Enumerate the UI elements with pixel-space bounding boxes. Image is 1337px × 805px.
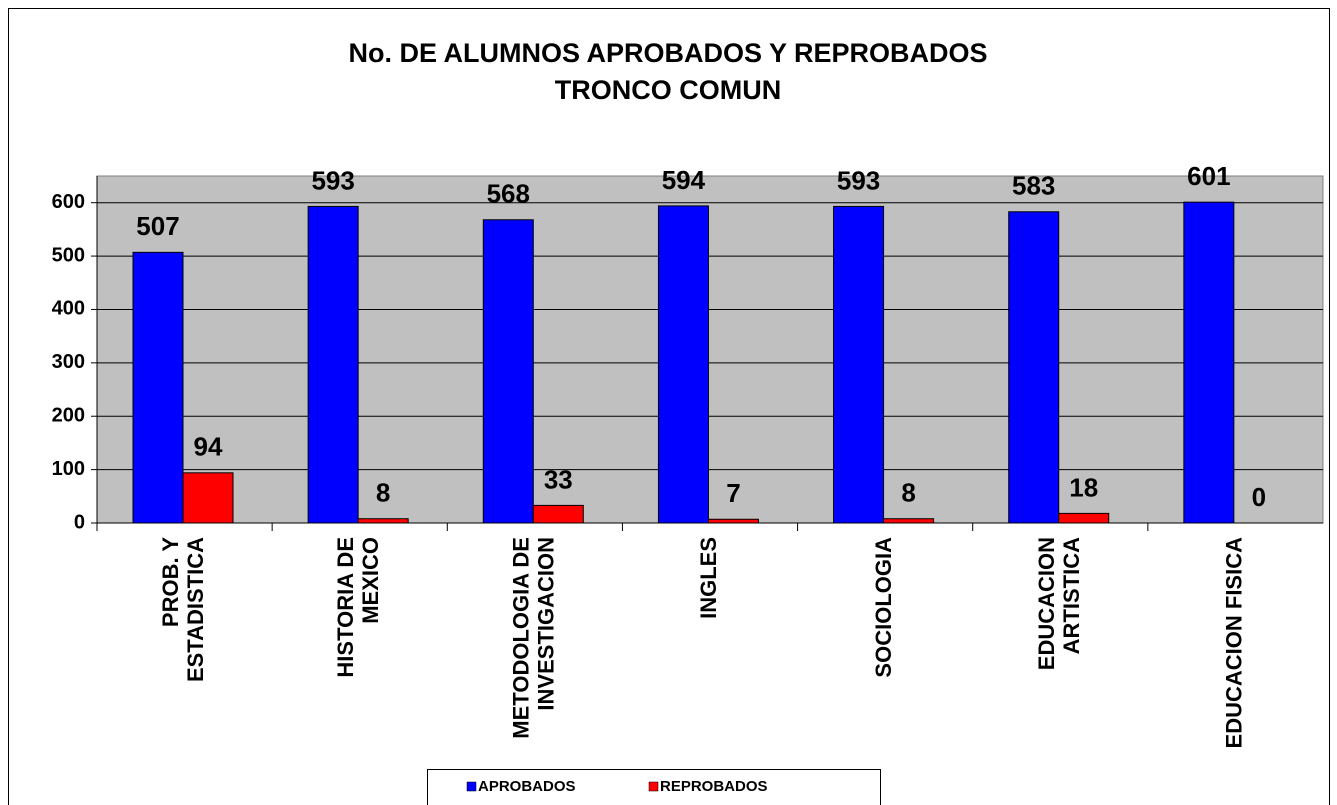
data-label: 94 (194, 432, 223, 462)
x-tick-label: EDUCACION FISICA (1221, 537, 1246, 749)
text-line: ARTISTICA (1059, 537, 1084, 654)
bar (307, 205, 359, 524)
data-label: 593 (837, 165, 880, 195)
text-line: HISTORIA DE (333, 537, 358, 678)
y-tick-label: 0 (74, 511, 85, 533)
data-label: 0 (1252, 482, 1266, 512)
x-tick-label: METODOLOGIA DEINVESTIGACION (508, 537, 558, 739)
data-label: 507 (136, 211, 179, 241)
bar (532, 504, 584, 524)
text-line: SOCIOLOGIA (871, 537, 896, 678)
text-line: ESTADISTICA (183, 537, 208, 682)
bar (1183, 201, 1235, 524)
x-tick-label: SOCIOLOGIA (871, 537, 896, 678)
data-label: 601 (1187, 161, 1230, 191)
data-label: 33 (544, 464, 573, 494)
data-label: 8 (901, 478, 915, 508)
x-tick-label: HISTORIA DEMEXICO (333, 537, 383, 678)
plot-area (96, 175, 1324, 524)
x-tick-label: INGLES (696, 537, 721, 619)
text-line: INVESTIGACION (533, 537, 558, 711)
y-tick-label: 100 (52, 458, 85, 480)
bar (657, 205, 709, 524)
y-tick-label: 200 (52, 405, 85, 427)
bar (833, 205, 885, 524)
text-line: TRONCO COMUN (555, 75, 781, 105)
bar (482, 219, 534, 524)
x-tick-label: EDUCACIONARTISTICA (1034, 537, 1084, 670)
y-tick-label: 300 (52, 351, 85, 373)
legend-swatch (648, 781, 659, 792)
bar (1008, 211, 1060, 524)
data-label: 18 (1069, 472, 1098, 502)
y-tick-label: 400 (52, 298, 85, 320)
text-line: METODOLOGIA DE (508, 537, 533, 739)
data-label: 8 (376, 478, 390, 508)
text-line: EDUCACION FISICA (1221, 537, 1246, 749)
y-tick-label: 600 (52, 191, 85, 213)
text-line: MEXICO (358, 537, 383, 624)
data-label: 593 (311, 165, 354, 195)
text-line: EDUCACION (1034, 537, 1059, 670)
bar (707, 518, 759, 524)
bar (883, 518, 935, 524)
text-line: PROB. Y (158, 537, 183, 627)
bar (1058, 512, 1110, 524)
data-label: 568 (487, 179, 530, 209)
bar (357, 518, 409, 524)
bar (182, 472, 234, 524)
chart-title: No. DE ALUMNOS APROBADOS Y REPROBADOS TRO… (348, 38, 987, 105)
y-tick-label: 500 (52, 244, 85, 266)
data-label: 594 (662, 165, 706, 195)
legend-label: APROBADOS (478, 778, 576, 795)
legend-label: REPROBADOS (660, 778, 768, 795)
text-line: INGLES (696, 537, 721, 619)
x-tick-label: PROB. YESTADISTICA (158, 537, 208, 682)
text-line: No. DE ALUMNOS APROBADOS Y REPROBADOS (348, 38, 987, 68)
data-label: 583 (1012, 171, 1055, 201)
data-label: 7 (726, 478, 740, 508)
legend-swatch (466, 781, 477, 792)
bar (132, 251, 184, 524)
